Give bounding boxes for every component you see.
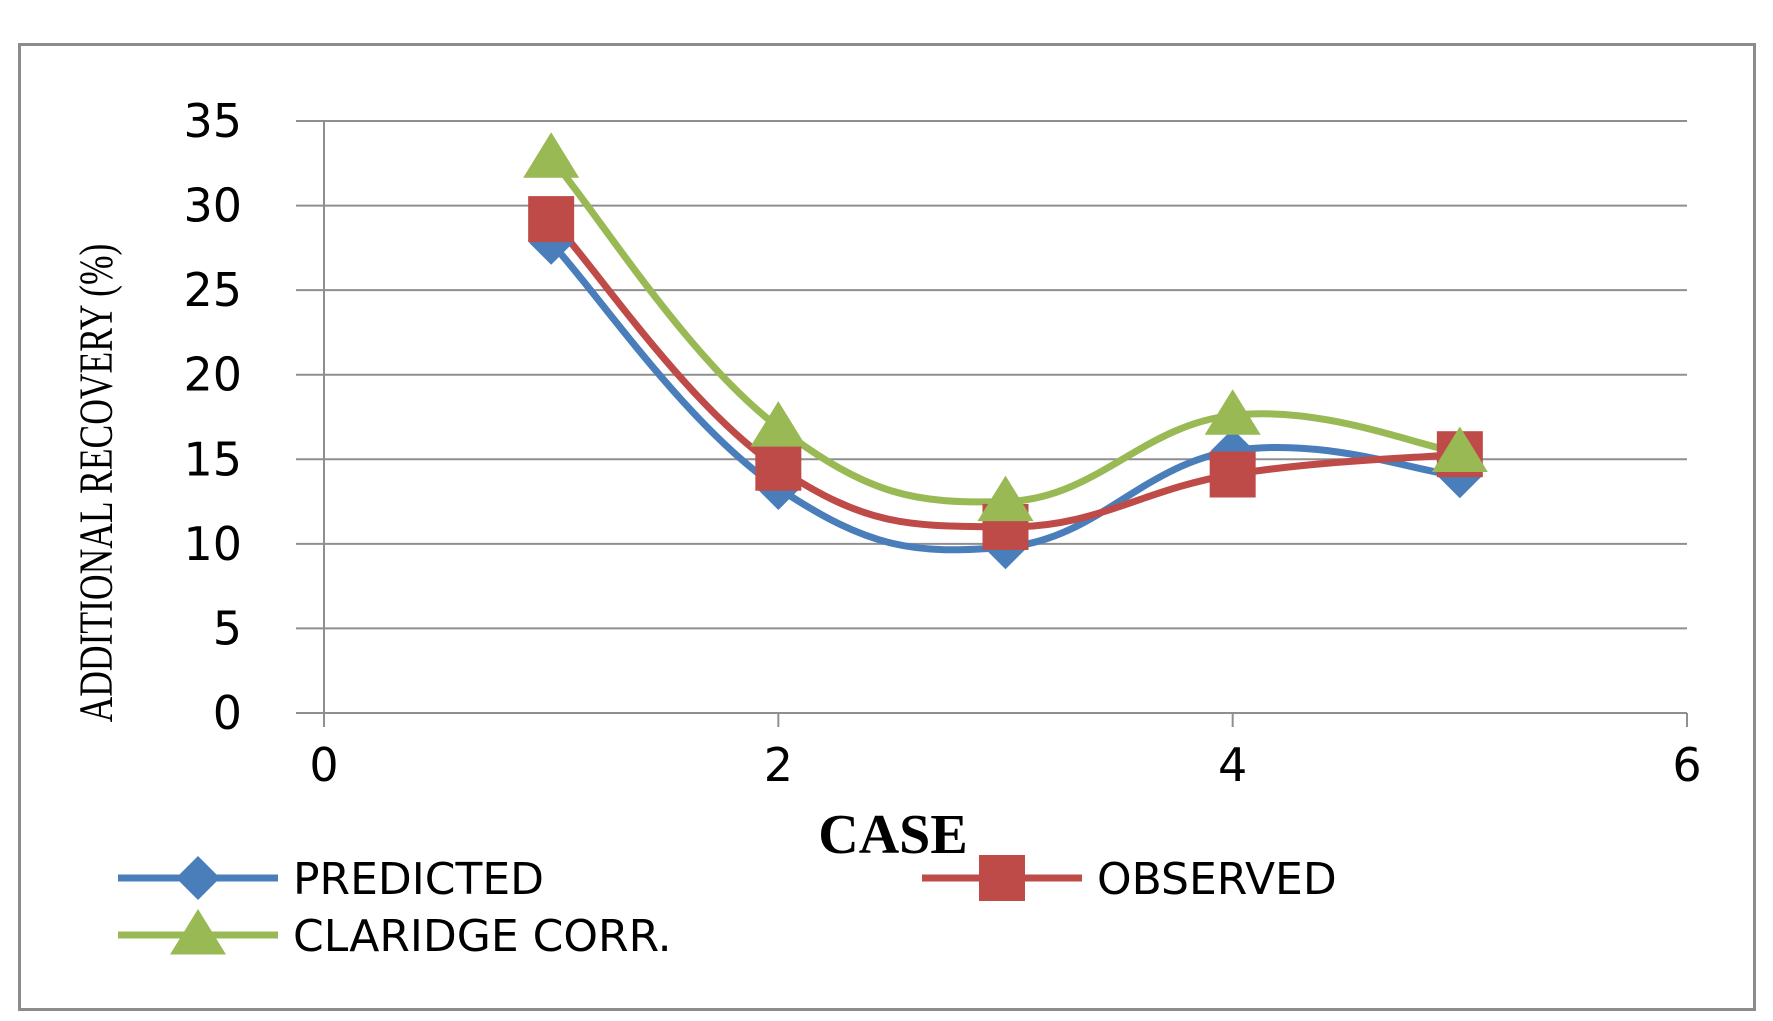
y-tick-label-15: 15	[183, 432, 242, 486]
legend-marker-predicted	[176, 856, 220, 900]
legend-label-observed: OBSERVED	[1097, 854, 1337, 905]
y-tick-label-0: 0	[213, 686, 242, 740]
y-tick-labels: 0 5 10 15 20 25 30 35	[183, 94, 242, 740]
legend-marker-claridge-corr	[170, 909, 226, 955]
legend-label-claridge-corr: CLARIDGE CORR.	[293, 911, 672, 962]
marker-claridge-corr-2	[750, 401, 807, 447]
gridlines	[296, 120, 1687, 630]
series-markers	[523, 132, 1488, 570]
legend: PREDICTED OBSERVED CLARIDGE CORR.	[118, 854, 1337, 962]
x-tick-label-2: 2	[764, 738, 793, 792]
marker-claridge-corr-4	[1204, 389, 1261, 435]
x-axis-label: CASE	[818, 804, 967, 866]
y-tick-label-20: 20	[183, 348, 242, 402]
y-tick-label-25: 25	[183, 263, 242, 317]
y-tick-label-5: 5	[213, 601, 242, 655]
marker-observed-1	[528, 196, 575, 243]
y-axis-label: ADDITIONAL RECOVERY (%)	[70, 244, 123, 723]
y-tick-label-35: 35	[183, 94, 242, 148]
legend-label-predicted: PREDICTED	[293, 854, 544, 905]
y-tick-label-30: 30	[183, 179, 242, 233]
x-tick-label-4: 4	[1218, 738, 1247, 792]
marker-claridge-corr-5	[1431, 426, 1488, 473]
marker-observed-2	[755, 444, 802, 491]
y-tick-label-10: 10	[183, 517, 242, 571]
chart-frame	[18, 43, 1756, 1011]
legend-marker-observed	[979, 855, 1025, 901]
marker-claridge-corr-3	[977, 475, 1034, 522]
x-tick-label-0: 0	[309, 738, 338, 792]
x-tick-label-6: 6	[1672, 738, 1701, 792]
marker-claridge-corr-1	[523, 132, 580, 178]
marker-observed-4	[1209, 451, 1256, 498]
axes	[296, 121, 1688, 727]
x-tick-labels: 0 2 4 6	[309, 738, 1701, 792]
